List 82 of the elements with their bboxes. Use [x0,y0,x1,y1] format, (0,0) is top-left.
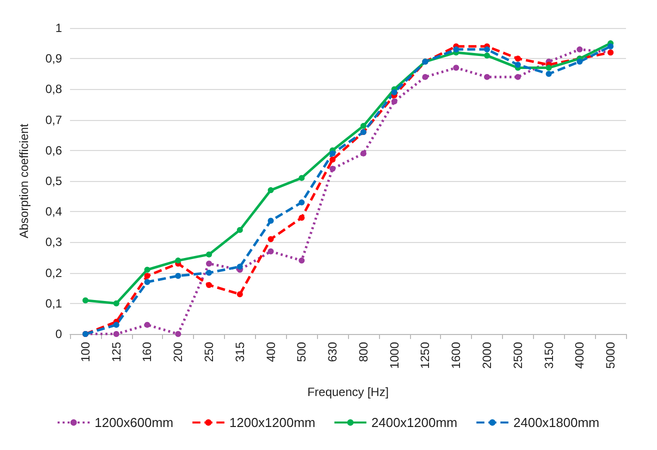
x-tick-label: 1600 [449,342,464,369]
point [576,58,583,65]
point [206,260,212,267]
point [484,74,490,80]
x-tick-label: 2500 [510,342,525,369]
point [113,331,120,337]
x-tick-label: 100 [78,342,92,362]
point [268,218,274,224]
point [144,322,150,328]
point [514,74,521,80]
x-tick-label: 4000 [572,342,587,369]
point [330,150,336,156]
point [113,322,120,328]
point [330,166,336,172]
point [175,258,182,264]
point [298,258,305,264]
point [236,226,243,233]
point [330,156,336,163]
point [144,278,150,285]
x-tick-label: 125 [109,342,124,362]
point [82,297,88,304]
point [175,272,182,279]
point [206,282,212,288]
point [391,98,398,104]
point [144,272,150,279]
point [608,43,614,50]
x-tick-label: 1000 [387,342,402,369]
y-tick-label: 0,8 [45,82,62,96]
y-tick-label: 0,9 [45,52,62,66]
x-axis-title: Frequency [Hz] [307,385,389,399]
point [298,174,305,181]
x-tick-label: 2000 [480,342,494,369]
point [514,62,521,68]
point [360,122,366,129]
x-tick-label: 630 [326,342,340,362]
point [206,251,212,258]
point [422,74,428,80]
y-tick-label: 0,6 [45,143,62,158]
y-tick-label: 0,4 [45,204,62,219]
x-tick-label: 250 [202,342,216,362]
legend-label: 1200x1200mm [229,415,316,430]
x-tick-label: 200 [171,342,186,362]
y-tick-label: 0 [55,327,62,341]
point [206,270,212,276]
point [546,70,552,77]
point [236,264,243,270]
y-axis-title: Absorption coefficient [17,123,31,238]
legend-label: 1200x600mm [94,415,174,430]
point [298,214,305,221]
legend-label: 2400x1800mm [513,415,600,430]
legend-label: 2400x1200mm [371,415,458,430]
point [175,331,182,337]
point [360,150,366,156]
y-tick-label: 0,2 [45,266,62,280]
x-tick-label: 5000 [604,342,618,369]
point [113,300,120,306]
x-tick-label: 160 [140,342,154,362]
x-tick-label: 400 [264,342,278,362]
point [268,236,274,242]
x-tick-label: 1250 [418,342,432,369]
point [484,52,490,59]
point [514,56,521,62]
y-tick-label: 0,1 [45,296,62,310]
point [391,89,398,96]
x-tick-label: 800 [356,342,370,362]
point [268,248,274,254]
point [453,64,460,71]
point [236,291,243,298]
y-tick-label: 0,3 [45,235,62,250]
x-tick-label: 315 [232,342,247,362]
point [298,199,305,206]
point [453,46,460,52]
point [268,187,274,194]
x-tick-label: 3150 [542,342,556,369]
point [144,266,150,273]
y-tick-label: 0,5 [45,174,62,188]
x-tick-label: 500 [294,342,309,362]
y-tick-label: 1 [55,21,62,35]
point [484,46,490,52]
point [546,64,552,71]
y-tick-label: 0,7 [45,112,62,127]
point [576,46,583,52]
